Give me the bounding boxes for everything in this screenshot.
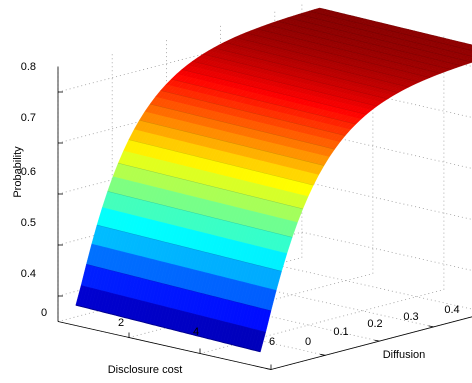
mesh-line	[213, 47, 399, 93]
mesh-line	[139, 119, 325, 166]
x-tick-1: 4	[193, 326, 199, 338]
mesh-line	[245, 32, 431, 78]
mesh-line	[255, 28, 441, 74]
x-axis-line	[57, 321, 272, 370]
mesh-line	[160, 90, 346, 136]
mesh-line	[128, 139, 314, 186]
surface-front-edge	[75, 304, 261, 353]
y-tick-3: 0.3	[403, 311, 418, 323]
y-tick-labels: 0 0.1 0.2 0.3 0.4	[305, 304, 460, 348]
z-tick-2: 0.6	[21, 166, 36, 178]
grid-line	[274, 264, 472, 310]
y-tick-mark	[265, 368, 272, 370]
y-tick-mark	[320, 353, 326, 356]
x-tick-0: 2	[118, 317, 124, 329]
y-tick-0: 0	[305, 336, 311, 348]
mesh-line	[287, 17, 472, 63]
mesh-line	[319, 7, 472, 46]
mesh-line	[107, 191, 293, 238]
y-tick-2: 0.2	[367, 318, 382, 330]
mesh-line	[171, 78, 356, 125]
x-tick-zero: 0	[41, 307, 47, 319]
mesh-line	[118, 162, 303, 210]
mesh-line	[86, 264, 272, 312]
mesh-line	[192, 61, 378, 107]
mesh-line	[181, 69, 367, 115]
grid-line	[270, 316, 472, 370]
mesh-line	[149, 103, 335, 150]
y-axis-label: Diffusion	[383, 349, 426, 361]
z-tick-4: 0.8	[21, 61, 36, 73]
mesh-line	[266, 24, 452, 70]
x-tick-2: 6	[269, 336, 275, 348]
z-tick-labels: 0.4 0.5 0.6 0.7 0.8	[21, 61, 36, 280]
mesh-line	[277, 20, 462, 67]
mesh-line	[234, 37, 420, 83]
mesh-line	[202, 53, 388, 100]
mesh-line	[308, 10, 472, 51]
mesh-line	[298, 14, 472, 57]
mesh-line	[96, 224, 282, 272]
grid-line	[301, 180, 472, 220]
z-tick-3: 0.7	[21, 112, 36, 124]
grid-line	[301, 231, 472, 271]
y-tick-mark	[374, 339, 380, 342]
axes-box	[57, 66, 472, 370]
y-tick-mark	[428, 325, 434, 328]
x-tick-labels: 0 2 4 6	[41, 307, 275, 348]
y-tick-4: 0.4	[444, 304, 459, 316]
surface-mesh	[75, 7, 472, 353]
z-tick-1: 0.5	[21, 217, 36, 229]
y-axis-line	[270, 316, 472, 370]
mesh-line	[224, 42, 409, 88]
x-axis-label: Disclosure cost	[108, 364, 183, 376]
z-tick-0: 0.4	[21, 268, 36, 280]
y-tick-1: 0.1	[333, 326, 348, 338]
z-axis-label: Probability	[12, 146, 24, 198]
